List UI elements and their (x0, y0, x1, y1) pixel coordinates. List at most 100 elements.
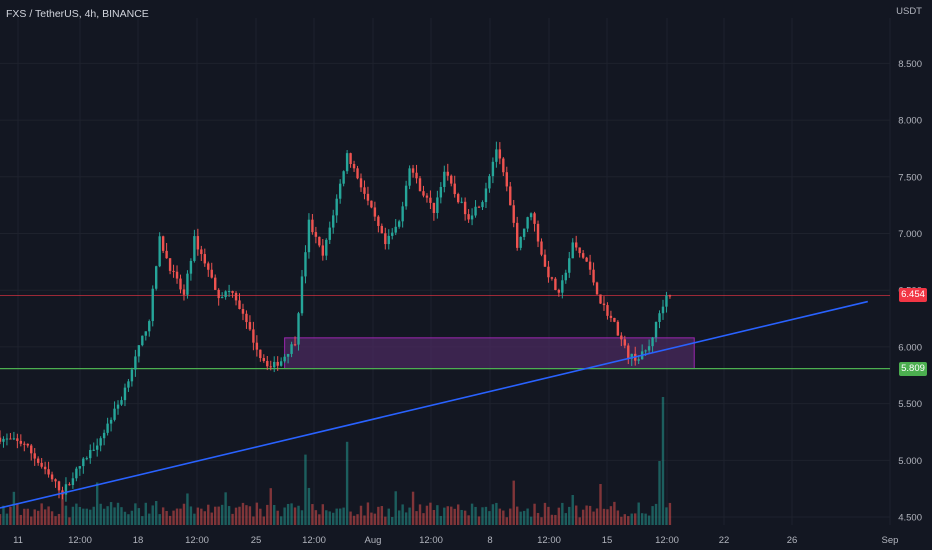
volume-bar (536, 512, 540, 525)
volume-bar (151, 505, 154, 525)
candle-body (342, 171, 345, 184)
candle-body (526, 217, 529, 229)
candle-body (279, 361, 283, 366)
candle-body (95, 445, 99, 450)
volume-bar (141, 516, 144, 525)
volume-bar (647, 515, 651, 525)
candle-body (227, 291, 231, 293)
volume-bar (491, 504, 495, 525)
y-tick-label: 7.500 (898, 172, 922, 183)
volume-bar (602, 508, 606, 525)
volume-bar (401, 504, 404, 525)
volume-bar (338, 508, 342, 525)
candle-body (238, 300, 241, 310)
candle-body (463, 201, 467, 215)
volume-bar (85, 508, 88, 525)
volume-bar (248, 506, 252, 525)
volume-bar (446, 506, 449, 525)
candle-body (193, 236, 196, 261)
volume-bar (335, 508, 338, 525)
volume-bar (391, 516, 394, 525)
candle-body (349, 153, 352, 165)
volume-bar (9, 506, 12, 525)
x-tick-label: 12:00 (68, 535, 92, 546)
volume-bar (43, 509, 47, 525)
symbol-title[interactable]: FXS / TetherUS, 4h, BINANCE (6, 8, 149, 20)
candle-body (512, 205, 515, 223)
candle-body (373, 207, 377, 217)
candle-body (40, 462, 43, 467)
volume-bar (418, 504, 422, 525)
volume-bar (283, 507, 286, 525)
volume-bar (352, 515, 356, 525)
volume-bar (616, 510, 620, 525)
volume-bar (75, 503, 78, 525)
candle-body (606, 305, 609, 316)
y-tick-label: 8.000 (898, 116, 922, 127)
volume-bar (474, 506, 477, 525)
candle-body (623, 339, 627, 346)
x-tick-label: 22 (719, 535, 730, 546)
volume-bar (220, 504, 224, 525)
y-tick-label: 7.000 (898, 229, 922, 240)
candle-body (186, 273, 189, 295)
candle-body (283, 356, 286, 362)
candle-body (627, 345, 630, 359)
time-axis[interactable]: 11 12:00 18 12:00 25 12:00 Aug 12:00 8 12:00 15 12:… (13, 535, 898, 546)
x-tick-label: 12:00 (185, 535, 209, 546)
candle-body (300, 276, 304, 314)
candle-body (484, 188, 488, 203)
volume-bar (529, 516, 533, 525)
candle-body (418, 178, 422, 192)
volume-bar (533, 503, 536, 525)
trendline[interactable] (0, 300, 868, 509)
candle-body (540, 241, 543, 255)
volume-bar (640, 513, 644, 525)
candle-body (269, 366, 272, 368)
candle-body (561, 280, 564, 293)
candle-body (377, 216, 380, 226)
candle-body (57, 481, 61, 491)
candle-body (543, 254, 547, 267)
volume-bar (505, 517, 508, 525)
volume-bar (54, 516, 57, 525)
volume-bar (102, 508, 106, 525)
volume-bar (262, 516, 266, 525)
volume-bar (68, 517, 71, 525)
volume-bar (189, 506, 193, 525)
volume-bar (509, 508, 512, 525)
volume-bar (172, 510, 175, 525)
candle-body (109, 419, 113, 424)
volume-bar (613, 501, 616, 525)
volume-bar (95, 482, 99, 525)
candle-body (68, 484, 71, 486)
volume-bar (120, 507, 123, 525)
demand-zone[interactable] (284, 337, 695, 370)
volume-bar (377, 506, 380, 525)
volume-bar (384, 516, 387, 525)
volume-bar (634, 513, 637, 525)
volume-bar (450, 506, 453, 525)
candle-body (92, 449, 95, 451)
volume-bar (342, 507, 345, 525)
volume-bar (557, 507, 561, 525)
candle-body (401, 206, 404, 222)
volume-bar (592, 511, 595, 525)
candle-body (123, 387, 127, 401)
volume-bar (238, 506, 241, 525)
candle-body (439, 186, 443, 198)
candle-body (668, 295, 672, 297)
candle-body (179, 278, 182, 290)
volume-bar (279, 516, 283, 525)
volume-bar (439, 515, 443, 525)
volume-bar (266, 504, 269, 525)
volume-bar (654, 503, 658, 525)
candle-body (207, 263, 210, 270)
currency-label: USDT (896, 6, 922, 17)
candle-body (262, 358, 266, 361)
volume-bar (123, 511, 127, 525)
candle-body (102, 432, 106, 439)
volume-bar (5, 513, 9, 525)
candle-body (286, 353, 290, 357)
